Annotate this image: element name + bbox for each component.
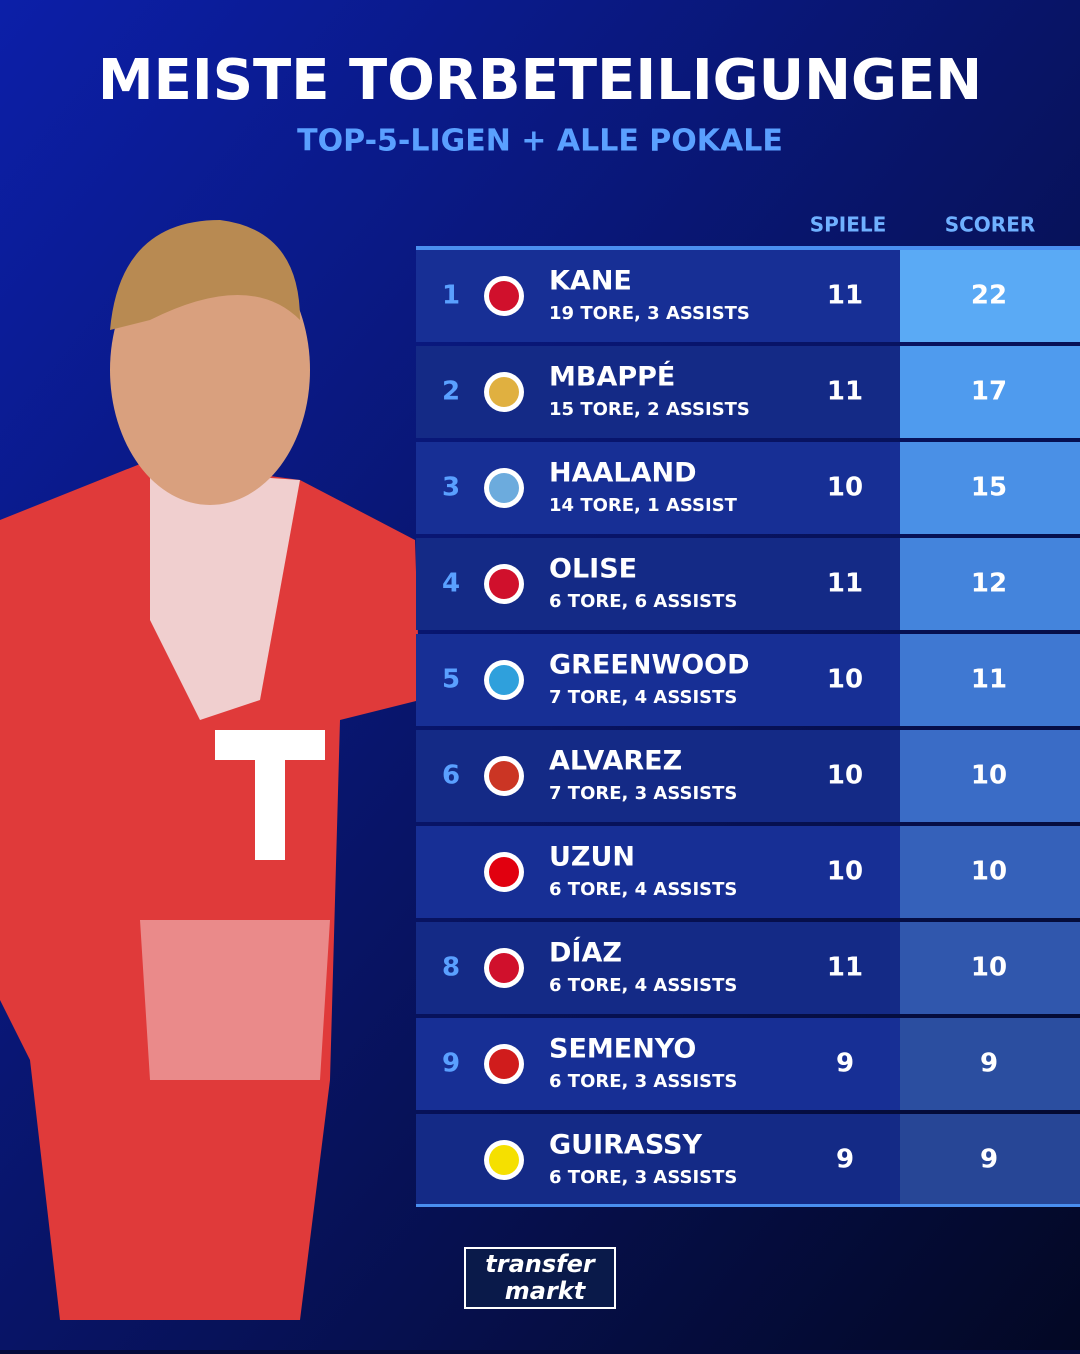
club-logo-inner <box>489 761 519 791</box>
player-figure <box>0 220 420 1320</box>
player-detail: 6 TORE, 6 ASSISTS <box>549 591 737 612</box>
player-name: HAALAND <box>549 458 697 489</box>
games: 10 <box>827 761 863 791</box>
club-logo-inner <box>489 857 519 887</box>
club-logo-inner <box>489 1049 519 1079</box>
club-logo-inner <box>489 377 519 407</box>
player-name: ALVAREZ <box>549 746 682 777</box>
club-logo-inner <box>489 281 519 311</box>
scorer: 10 <box>971 857 1007 887</box>
games: 10 <box>827 473 863 503</box>
table-bottom-rule <box>416 1204 1080 1207</box>
logo-text: transfer <box>485 1250 597 1278</box>
player-detail: 6 TORE, 4 ASSISTS <box>549 879 737 900</box>
scorer: 10 <box>971 953 1007 983</box>
player-detail: 15 TORE, 2 ASSISTS <box>549 399 750 420</box>
table-top-rule <box>416 246 1080 250</box>
games: 11 <box>827 569 863 599</box>
games: 9 <box>836 1145 854 1175</box>
player-name: DÍAZ <box>549 937 622 969</box>
rank: 5 <box>442 665 460 695</box>
player-detail: 7 TORE, 4 ASSISTS <box>549 687 737 708</box>
games: 9 <box>836 1049 854 1079</box>
player-name: SEMENYO <box>549 1034 696 1065</box>
club-logo-inner <box>489 569 519 599</box>
club-logo-inner <box>489 473 519 503</box>
scorer-cell <box>900 250 1080 342</box>
player-name: KANE <box>549 266 632 297</box>
rank: 4 <box>442 569 460 599</box>
scorer: 22 <box>971 281 1007 311</box>
games: 10 <box>827 665 863 695</box>
scorer-cell <box>900 730 1080 822</box>
club-logo-inner <box>489 1145 519 1175</box>
scorer: 10 <box>971 761 1007 791</box>
rank: 2 <box>442 377 460 407</box>
player-detail: 14 TORE, 1 ASSIST <box>549 495 738 516</box>
scorer-cell <box>900 922 1080 1014</box>
player-name: GREENWOOD <box>549 650 750 681</box>
games: 10 <box>827 857 863 887</box>
scorer-cell <box>900 826 1080 918</box>
column-header: SPIELE <box>810 213 887 237</box>
scorer-cell <box>900 538 1080 630</box>
logo-text: markt <box>505 1277 587 1305</box>
scorer: 17 <box>971 377 1007 407</box>
title: MEISTE TORBETEILIGUNGEN <box>98 48 982 113</box>
games: 11 <box>827 281 863 311</box>
rank: 3 <box>442 473 460 503</box>
player-name: UZUN <box>549 842 635 873</box>
scorer-cell <box>900 346 1080 438</box>
rank: 1 <box>442 281 460 311</box>
scorer: 11 <box>971 665 1007 695</box>
player-detail: 6 TORE, 4 ASSISTS <box>549 975 737 996</box>
club-logo-inner <box>489 953 519 983</box>
rank: 6 <box>442 761 460 791</box>
rank: 8 <box>442 953 460 983</box>
player-name: OLISE <box>549 554 637 585</box>
column-header: SCORER <box>945 213 1036 237</box>
scorer-cell <box>900 1018 1080 1110</box>
scorer-cell <box>900 1114 1080 1206</box>
scorer: 9 <box>980 1049 998 1079</box>
scorer-cell <box>900 634 1080 726</box>
player-name: GUIRASSY <box>549 1130 702 1161</box>
games: 11 <box>827 953 863 983</box>
player-detail: 6 TORE, 3 ASSISTS <box>549 1071 737 1092</box>
rank: 9 <box>442 1049 460 1079</box>
subtitle: TOP-5-LIGEN + ALLE POKALE <box>297 124 783 159</box>
scorer-cell <box>900 442 1080 534</box>
scorer: 12 <box>971 569 1007 599</box>
brand-logo: transfer markt <box>464 1247 616 1309</box>
player-detail: 19 TORE, 3 ASSISTS <box>549 303 750 324</box>
games: 11 <box>827 377 863 407</box>
player-name: MBAPPÉ <box>549 361 675 393</box>
player-detail: 6 TORE, 3 ASSISTS <box>549 1167 737 1188</box>
player-detail: 7 TORE, 3 ASSISTS <box>549 783 737 804</box>
scorer: 9 <box>980 1145 998 1175</box>
club-logo-inner <box>489 665 519 695</box>
scorer: 15 <box>971 473 1007 503</box>
